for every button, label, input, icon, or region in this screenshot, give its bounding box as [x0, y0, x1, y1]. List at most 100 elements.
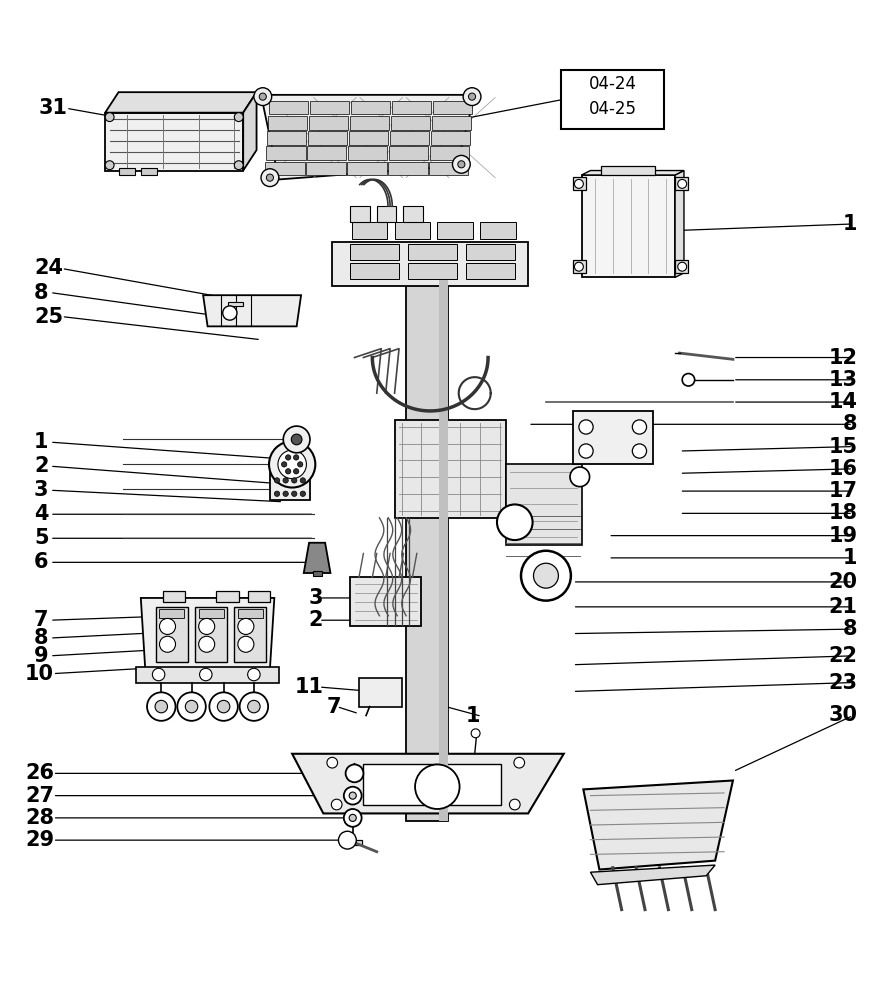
Circle shape: [533, 563, 558, 588]
Circle shape: [300, 491, 306, 496]
Polygon shape: [105, 92, 256, 113]
Circle shape: [274, 491, 280, 496]
Polygon shape: [364, 764, 502, 805]
Circle shape: [349, 814, 357, 821]
Text: 16: 16: [829, 459, 857, 479]
Polygon shape: [307, 146, 347, 160]
Text: 1: 1: [466, 706, 480, 726]
Text: 3: 3: [309, 588, 323, 608]
Circle shape: [274, 478, 280, 483]
Polygon shape: [601, 166, 656, 175]
Polygon shape: [350, 206, 370, 222]
FancyBboxPatch shape: [561, 70, 664, 129]
Circle shape: [521, 551, 571, 601]
Circle shape: [239, 692, 268, 721]
Circle shape: [682, 374, 694, 386]
Text: 21: 21: [829, 597, 857, 617]
Circle shape: [237, 636, 254, 652]
Circle shape: [159, 636, 176, 652]
Polygon shape: [394, 420, 506, 518]
Circle shape: [185, 700, 198, 713]
Text: 7: 7: [327, 697, 341, 717]
Text: 14: 14: [829, 392, 857, 412]
Polygon shape: [292, 754, 564, 813]
Circle shape: [297, 462, 303, 467]
Text: 17: 17: [829, 481, 857, 501]
Text: 8: 8: [34, 628, 48, 648]
Circle shape: [677, 179, 686, 188]
Polygon shape: [247, 591, 270, 602]
Polygon shape: [388, 162, 427, 175]
Polygon shape: [267, 131, 306, 145]
Circle shape: [570, 467, 590, 487]
Polygon shape: [408, 244, 457, 260]
Circle shape: [218, 700, 230, 713]
Circle shape: [234, 161, 243, 170]
Polygon shape: [105, 113, 243, 171]
Text: 9: 9: [34, 646, 48, 666]
Polygon shape: [141, 598, 274, 669]
Polygon shape: [265, 162, 305, 175]
Text: 19: 19: [829, 526, 857, 546]
Text: 04-25: 04-25: [589, 100, 637, 118]
Circle shape: [579, 444, 593, 458]
Circle shape: [210, 692, 237, 721]
Polygon shape: [309, 116, 349, 130]
Circle shape: [514, 757, 524, 768]
Polygon shape: [389, 146, 428, 160]
Circle shape: [261, 169, 279, 187]
Polygon shape: [573, 411, 653, 464]
Circle shape: [200, 668, 212, 681]
Text: 15: 15: [829, 437, 857, 457]
Circle shape: [327, 757, 338, 768]
Polygon shape: [432, 116, 471, 130]
Polygon shape: [582, 171, 684, 175]
Circle shape: [247, 668, 260, 681]
Text: 20: 20: [829, 572, 857, 592]
Text: 3: 3: [34, 480, 48, 500]
Polygon shape: [675, 171, 684, 277]
Polygon shape: [573, 260, 586, 273]
Polygon shape: [466, 263, 515, 279]
Polygon shape: [156, 607, 188, 662]
Circle shape: [254, 88, 271, 106]
Text: 13: 13: [829, 370, 857, 390]
Polygon shape: [480, 222, 516, 239]
Polygon shape: [433, 101, 472, 114]
Text: 2: 2: [309, 610, 323, 630]
Circle shape: [344, 809, 362, 827]
Text: 27: 27: [25, 786, 54, 806]
Polygon shape: [344, 840, 362, 845]
Polygon shape: [310, 101, 349, 114]
Text: 5: 5: [34, 528, 48, 548]
Polygon shape: [136, 667, 279, 683]
Polygon shape: [306, 162, 346, 175]
Text: 8: 8: [843, 414, 857, 434]
Polygon shape: [349, 146, 387, 160]
Text: 23: 23: [829, 673, 857, 693]
Circle shape: [497, 504, 532, 540]
Circle shape: [105, 113, 114, 122]
Polygon shape: [573, 177, 586, 190]
Circle shape: [469, 93, 476, 100]
Polygon shape: [203, 295, 301, 326]
Circle shape: [458, 161, 465, 168]
Circle shape: [199, 636, 215, 652]
Polygon shape: [408, 263, 457, 279]
Circle shape: [294, 455, 299, 460]
Circle shape: [159, 618, 176, 634]
Circle shape: [286, 455, 291, 460]
Text: 18: 18: [829, 503, 857, 523]
Polygon shape: [376, 206, 396, 222]
Text: 4: 4: [34, 504, 48, 524]
Polygon shape: [217, 591, 238, 602]
Circle shape: [633, 444, 647, 458]
Circle shape: [152, 668, 165, 681]
Text: 7: 7: [34, 610, 48, 630]
Polygon shape: [583, 780, 733, 870]
Polygon shape: [430, 146, 470, 160]
Text: 1: 1: [843, 548, 857, 568]
Text: 8: 8: [843, 619, 857, 639]
Polygon shape: [439, 268, 448, 821]
Polygon shape: [582, 175, 675, 277]
